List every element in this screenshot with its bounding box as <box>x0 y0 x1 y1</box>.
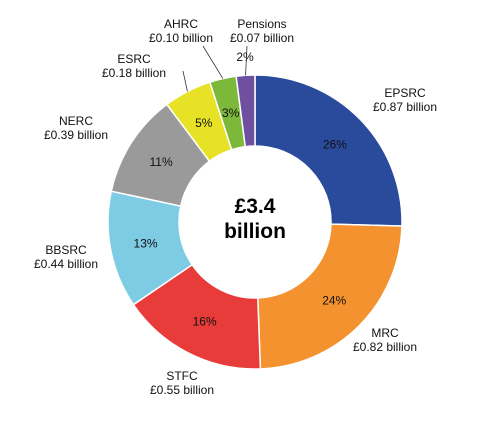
percent-label-mrc: 24% <box>322 293 346 307</box>
value-label-ahrc: £0.10 billion <box>149 31 213 45</box>
percent-label-bbsrc: 13% <box>134 236 158 250</box>
value-label-stfc: £0.55 billion <box>150 383 214 397</box>
percent-label-pensions: 2% <box>236 50 254 64</box>
value-label-epsrc: £0.87 billion <box>373 100 437 114</box>
percent-label-stfc: 16% <box>193 314 217 328</box>
percent-label-epsrc: 26% <box>323 137 347 151</box>
leader-line-pensions <box>245 45 248 76</box>
leader-lines-group <box>182 45 248 92</box>
category-label-epsrc: EPSRC <box>384 86 426 100</box>
value-label-pensions: £0.07 billion <box>230 31 294 45</box>
value-label-mrc: £0.82 billion <box>353 340 417 354</box>
center-total-unit: billion <box>224 220 286 243</box>
category-label-stfc: STFC <box>166 369 198 383</box>
category-label-mrc: MRC <box>371 326 399 340</box>
leader-line-esrc <box>182 70 188 92</box>
center-total-value: £3.4 <box>235 195 276 218</box>
category-label-ahrc: AHRC <box>164 17 198 31</box>
percent-label-esrc: 5% <box>195 116 213 130</box>
percent-label-nerc: 11% <box>150 155 173 169</box>
leader-line-ahrc <box>202 45 224 79</box>
value-label-esrc: £0.18 billion <box>102 66 166 80</box>
slice-epsrc <box>254 74 403 227</box>
value-label-bbsrc: £0.44 billion <box>34 257 98 271</box>
slice-mrc <box>257 223 403 370</box>
percent-labels-group: 26% 24% 16% 13% 11% 5% 3% 2% <box>134 50 348 328</box>
slice-pensions <box>235 74 256 148</box>
value-label-nerc: £0.39 billion <box>44 128 108 142</box>
category-label-pensions: Pensions <box>237 17 286 31</box>
category-label-esrc: ESRC <box>117 52 151 66</box>
category-label-bbsrc: BBSRC <box>45 243 87 257</box>
percent-label-ahrc: 3% <box>222 106 240 120</box>
category-label-nerc: NERC <box>59 114 93 128</box>
slices-group <box>107 74 403 370</box>
